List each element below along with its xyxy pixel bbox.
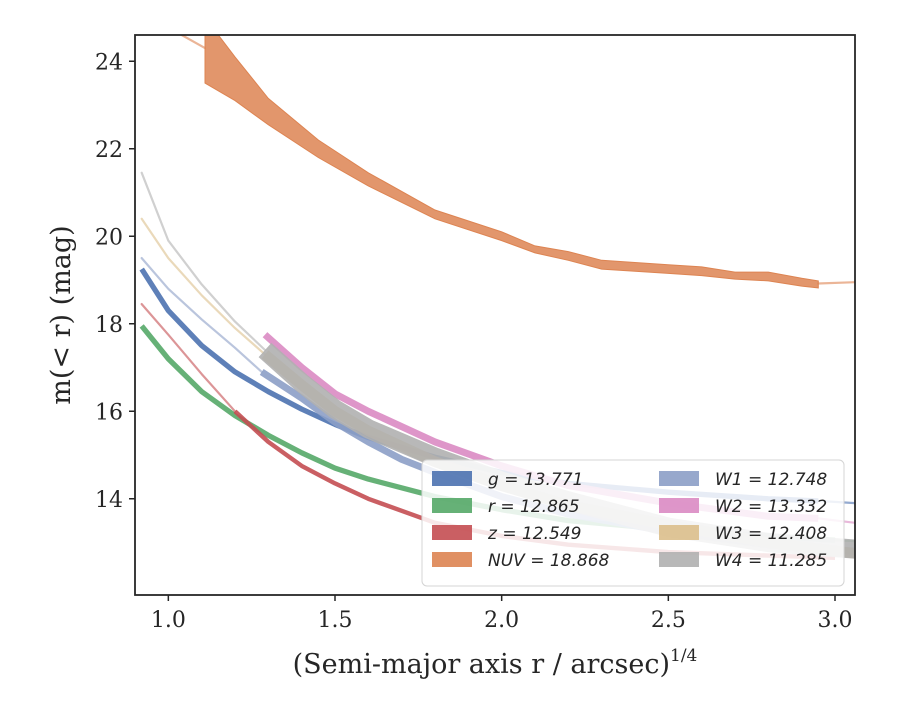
series-W1-extrapolation [140,257,263,373]
legend-item-W1: W1 = 12.748 [659,470,827,490]
legend-item-W2: W2 = 13.332 [659,497,827,517]
legend-swatch [432,525,472,540]
legend-label: z = 12.549 [487,524,581,544]
series-NUV [180,35,855,289]
x-tick-label: 2.0 [484,608,519,633]
legend-swatch [659,552,699,567]
x-tick-label: 1.5 [318,608,353,633]
x-tick-label: 1.0 [151,608,186,633]
y-tick-label: 24 [95,50,123,75]
series-NUV-extrapolation [180,35,207,50]
legend-label: g = 13.771 [488,470,583,490]
legend-frame [421,459,845,587]
y-tick-label: 18 [95,313,123,338]
y-tick-label: 20 [95,225,123,250]
series-W3-extrapolation [140,217,267,356]
x-tick-label: 2.5 [651,608,686,633]
series-NUV-band [204,35,819,289]
legend-item-g: g = 13.771 [432,470,583,490]
series-NUV-extrapolation-outer [817,281,855,285]
legend-label: W3 = 12.408 [715,524,827,544]
x-tick-label: 3.0 [818,608,853,633]
legend: g = 13.771 r = 12.865 z = 12.549 NUV = 18.8… [421,459,845,587]
legend-swatch [432,471,472,486]
y-tick-label: 22 [95,138,123,163]
legend-item-W3: W3 = 12.408 [659,524,827,544]
x-axis-label-exponent: 1/4 [670,646,697,666]
legend-label: W4 = 11.285 [715,551,827,571]
legend-swatch [659,525,699,540]
legend-label: r = 12.865 [488,497,580,517]
ticks-layer: 1.0 1.5 2.0 2.5 3.0 14 16 18 20 22 24 [95,50,853,633]
legend-swatch [432,552,472,567]
series-z-extrapolation [140,303,237,413]
legend-label: W2 = 13.332 [715,497,827,517]
legend-swatch [432,498,472,513]
legend-swatch [659,498,699,513]
legend-item-z: z = 12.549 [432,524,581,544]
legend-item-W4: W4 = 11.285 [659,551,827,571]
y-axis-label: m(< r) (mag) [46,225,77,404]
legend-label: W1 = 12.748 [715,470,827,490]
plot-frame [134,34,856,596]
x-axis-label: (Semi-major axis r / arcsec)1/4 [293,646,698,680]
legend-swatch [659,471,699,486]
legend-label: NUV = 18.868 [488,551,610,571]
y-tick-label: 14 [95,488,123,513]
legend-item-NUV: NUV = 18.868 [432,551,610,571]
legend-item-r: r = 12.865 [432,497,580,517]
y-tick-label: 16 [95,400,123,425]
series-W4-extrapolation [140,171,267,352]
